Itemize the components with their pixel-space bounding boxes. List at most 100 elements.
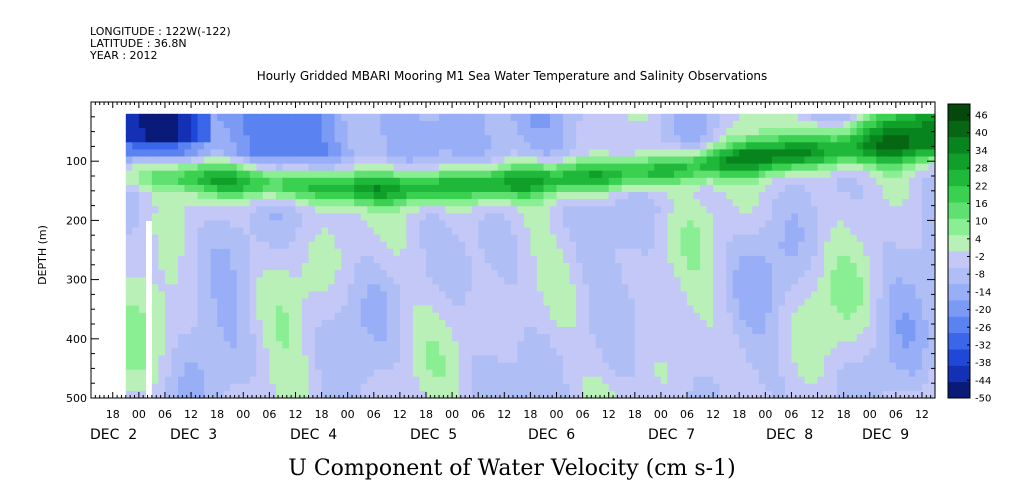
heatmap-cell [138, 184, 146, 193]
heatmap-cell [243, 128, 251, 136]
heatmap-cell [778, 362, 786, 371]
heatmap-cell [210, 390, 218, 399]
heatmap-cell [889, 234, 897, 243]
heatmap-cell [667, 248, 675, 257]
heatmap-cell [158, 277, 166, 285]
heatmap-cell [791, 383, 799, 392]
heatmap-cell [406, 135, 414, 143]
heatmap-cell [295, 149, 303, 158]
heatmap-cell [928, 199, 936, 207]
heatmap-cell [556, 255, 564, 264]
heatmap-cell [784, 263, 792, 271]
heatmap-cell [660, 277, 668, 285]
heatmap-cell [869, 234, 877, 243]
heatmap-cell [308, 341, 316, 349]
heatmap-cell [745, 390, 753, 399]
heatmap-cell [928, 270, 936, 278]
heatmap-cell [758, 149, 766, 158]
heatmap-cell [647, 213, 655, 221]
heatmap-cell [765, 135, 773, 143]
heatmap-cell [295, 334, 303, 342]
heatmap-cell [275, 255, 283, 264]
heatmap-cell [778, 113, 786, 122]
heatmap-cell [674, 341, 682, 349]
heatmap-cell [354, 383, 362, 392]
heatmap-cell [791, 369, 799, 378]
heatmap-cell [700, 192, 708, 200]
heatmap-cell [360, 142, 368, 150]
heatmap-cell [308, 227, 316, 236]
heatmap-cell [824, 199, 832, 207]
heatmap-cell [908, 184, 916, 193]
heatmap-cell [504, 241, 512, 250]
heatmap-cell [510, 369, 518, 378]
heatmap-cell [432, 355, 440, 364]
heatmap-cell [158, 177, 166, 186]
heatmap-cell [739, 113, 747, 122]
heatmap-cell [354, 355, 362, 364]
heatmap-cell [523, 355, 531, 364]
heatmap-cell [687, 291, 695, 300]
heatmap-cell [445, 120, 453, 129]
heatmap-cell [197, 334, 205, 342]
heatmap-cell [869, 291, 877, 300]
heatmap-cell [811, 248, 819, 257]
heatmap-cell [824, 135, 832, 143]
heatmap-cell [869, 383, 877, 392]
heatmap-cell [178, 220, 186, 229]
heatmap-cell [523, 305, 531, 314]
heatmap-cell [628, 376, 636, 385]
heatmap-cell [491, 113, 499, 122]
heatmap-cell [837, 319, 845, 328]
heatmap-cell [204, 383, 212, 392]
heatmap-cell [660, 120, 668, 129]
heatmap-cell [889, 128, 897, 136]
heatmap-cell [876, 170, 884, 179]
heatmap-cell [282, 177, 290, 186]
heatmap-cell [191, 383, 199, 392]
heatmap-cell [315, 334, 323, 342]
heatmap-cell [412, 248, 420, 257]
heatmap-cell [178, 149, 186, 158]
heatmap-cell [145, 156, 153, 165]
heatmap-cell [138, 220, 146, 229]
heatmap-cell [165, 284, 173, 292]
heatmap-cell [439, 199, 447, 207]
heatmap-cell [204, 270, 212, 278]
heatmap-cell [876, 341, 884, 349]
heatmap-cell [308, 298, 316, 307]
heatmap-cell [491, 248, 499, 257]
heatmap-cell [197, 156, 205, 165]
heatmap-cell [713, 263, 721, 271]
heatmap-cell [569, 170, 577, 179]
heatmap-cell [843, 220, 851, 229]
heatmap-cell [151, 355, 159, 364]
heatmap-cell [843, 376, 851, 385]
heatmap-cell [543, 390, 551, 399]
heatmap-cell [576, 270, 584, 278]
heatmap-cell [693, 298, 701, 307]
heatmap-cell [406, 334, 414, 342]
heatmap-cell [217, 227, 225, 236]
heatmap-cell [713, 206, 721, 214]
heatmap-cell [484, 163, 492, 172]
heatmap-cell [895, 135, 903, 143]
heatmap-cell [504, 319, 512, 328]
heatmap-cell [419, 383, 427, 392]
heatmap-cell [197, 170, 205, 179]
heatmap-cell [347, 220, 355, 229]
heatmap-cell [726, 170, 734, 179]
heatmap-cell [217, 241, 225, 250]
heatmap-cell [380, 263, 388, 271]
heatmap-cell [471, 312, 479, 321]
heatmap-cell [223, 234, 231, 243]
heatmap-cell [210, 248, 218, 257]
heatmap-cell [328, 255, 336, 264]
heatmap-cell [517, 327, 525, 335]
heatmap-cell [282, 241, 290, 250]
heatmap-cell [589, 142, 597, 150]
heatmap-cell [373, 305, 381, 314]
heatmap-cell [569, 199, 577, 207]
heatmap-cell [784, 184, 792, 193]
heatmap-cell [328, 270, 336, 278]
